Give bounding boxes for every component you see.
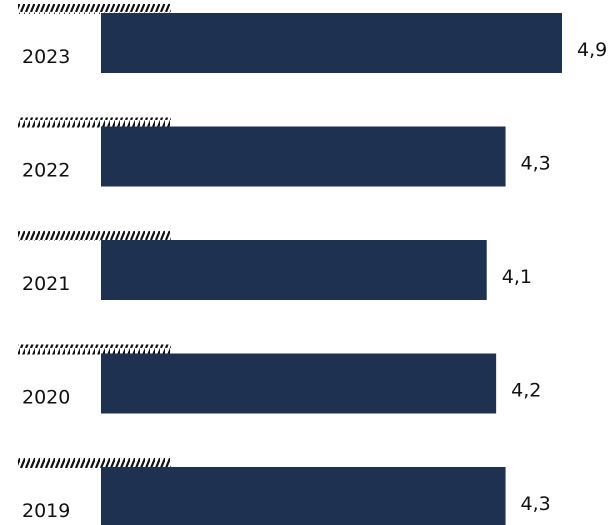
bar-2021	[101, 240, 487, 300]
value-label: 4,9	[577, 39, 607, 61]
bar-row-2020: 2020 4,2	[18, 344, 541, 414]
value-label: 4,2	[511, 380, 541, 402]
hatch-marker	[18, 458, 171, 468]
value-label: 4,3	[521, 153, 551, 175]
category-label: 2022	[22, 160, 70, 182]
bar-2023	[101, 13, 562, 73]
hatch-marker	[18, 344, 171, 355]
bar-row-2021: 2021 4,1	[18, 231, 532, 300]
bar-2020	[101, 353, 497, 414]
value-label: 4,3	[521, 493, 551, 515]
category-label: 2020	[22, 387, 70, 409]
category-label: 2021	[22, 273, 70, 295]
bar-2022	[101, 126, 506, 187]
bar-row-2022: 2022 4,3	[18, 117, 551, 187]
hatch-marker	[18, 231, 171, 241]
bar-2019	[101, 467, 506, 525]
category-label: 2019	[22, 500, 70, 522]
bar-row-2019: 2019 4,3	[18, 458, 551, 525]
bar-row-2023: 2023 4,9	[18, 4, 607, 73]
value-label: 4,1	[502, 266, 532, 288]
hatch-marker	[18, 117, 171, 128]
category-label: 2023	[22, 46, 70, 68]
hatch-marker	[18, 4, 171, 14]
bar-rows: 2023 4,9 2022 4,3 2021 4,1 2020 4,2 2019 4,3	[18, 4, 607, 525]
